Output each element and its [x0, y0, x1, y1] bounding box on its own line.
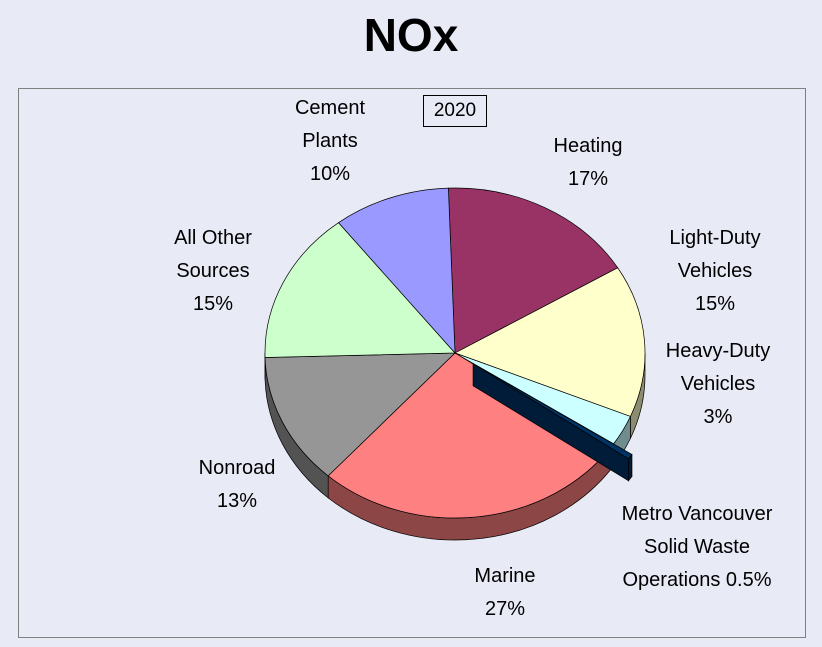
slice-label: Marine 27%	[455, 560, 555, 626]
value-label: 17%	[567, 168, 609, 190]
plot-area	[18, 88, 806, 638]
value-label: 15%	[694, 293, 736, 315]
annotation: 2020	[423, 95, 487, 127]
slice	[264, 352, 456, 477]
slice	[472, 363, 633, 460]
slice-label: Metro Vancouver Solid Waste Operations 0…	[597, 498, 797, 597]
slice-label: Light-Duty Vehicles 15%	[650, 222, 780, 321]
chart-title: NOx	[363, 9, 459, 61]
slice	[337, 187, 456, 354]
value-label: 15%	[192, 293, 234, 315]
category-label: Marine	[474, 565, 536, 587]
slice	[454, 267, 646, 417]
category-label: Light-Duty Vehicles	[669, 227, 761, 282]
value-label: 27%	[484, 598, 526, 620]
slice-label: Heating 17%	[528, 130, 648, 196]
slice	[264, 222, 456, 358]
value-label: 0.5%	[725, 569, 772, 591]
value-label: 10%	[309, 163, 351, 185]
slice-label: Nonroad 13%	[187, 452, 287, 518]
category-label: Nonroad	[198, 457, 276, 479]
slice	[448, 187, 619, 354]
slice-label: Heavy-Duty Vehicles 3%	[653, 335, 783, 434]
category-label: Heavy-Duty Vehicles	[665, 340, 771, 395]
category-label: Heating	[553, 135, 623, 157]
category-label: Metro Vancouver Solid Waste Operations	[621, 503, 773, 591]
slice	[327, 352, 611, 519]
category-label: Cement Plants	[294, 97, 366, 152]
slice-label: All Other Sources 15%	[153, 222, 273, 321]
slice-label: Cement Plants 10%	[280, 92, 380, 191]
value-label: 13%	[216, 490, 258, 512]
value-label: 3%	[703, 406, 733, 428]
category-label: All Other Sources	[174, 227, 252, 282]
